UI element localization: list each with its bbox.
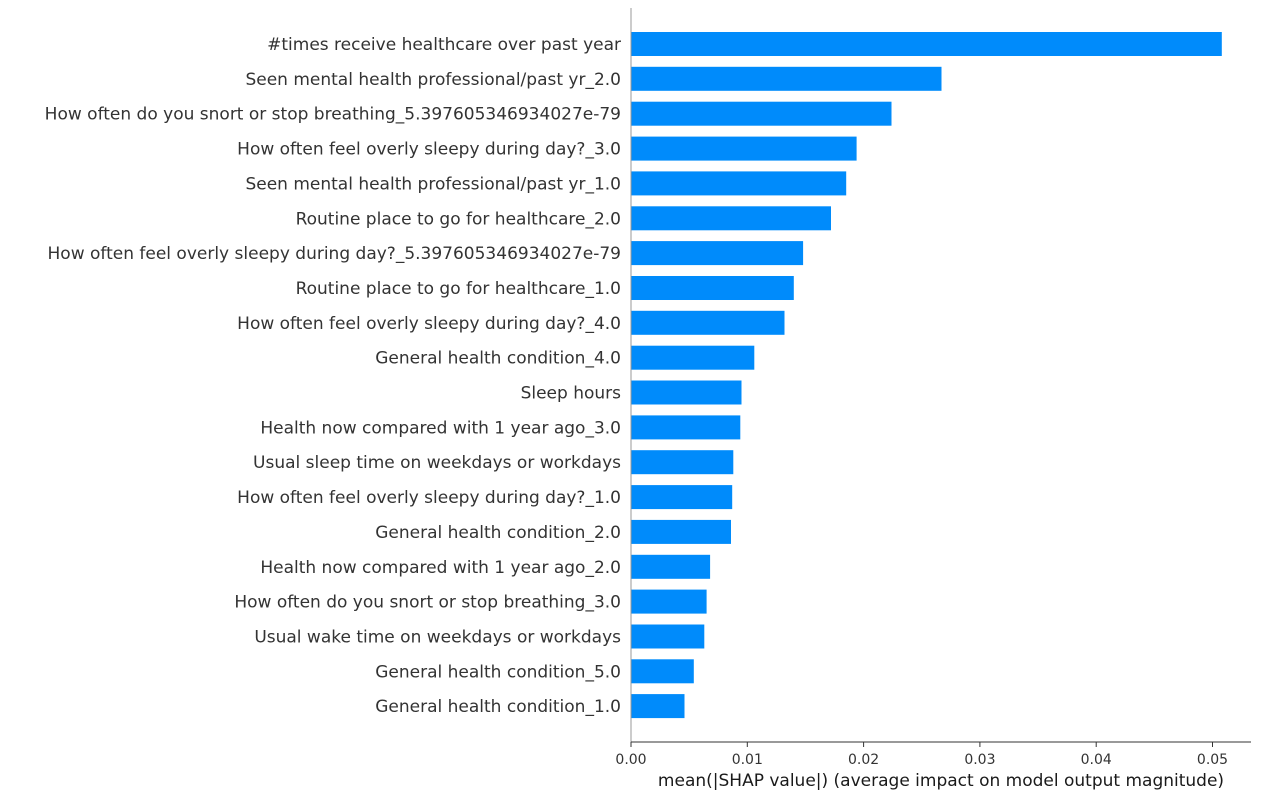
category-label: General health condition_1.0 (375, 697, 621, 717)
x-tick-label: 0.02 (848, 752, 879, 768)
category-label: General health condition_2.0 (375, 523, 621, 543)
bar (631, 345, 755, 370)
bars-layer (631, 32, 1222, 719)
category-label: How often feel overly sleepy during day?… (237, 140, 621, 160)
bar (631, 554, 711, 579)
bar (631, 450, 734, 475)
category-label: Usual sleep time on weekdays or workdays (253, 453, 621, 473)
category-label: Usual wake time on weekdays or workdays (254, 628, 621, 648)
bar (631, 589, 707, 614)
bar (631, 66, 942, 91)
bar (631, 659, 694, 684)
category-label: General health condition_4.0 (375, 349, 621, 369)
x-tick-label: 0.05 (1197, 752, 1228, 768)
category-label: Seen mental health professional/past yr_… (245, 70, 621, 90)
bar (631, 276, 794, 300)
bar (631, 624, 705, 649)
bar (631, 310, 785, 335)
bar (631, 485, 733, 510)
category-label: How often do you snort or stop breathing… (45, 105, 621, 125)
category-label: Health now compared with 1 year ago_2.0 (260, 558, 621, 578)
bar (631, 206, 831, 231)
category-label: Sleep hours (521, 384, 622, 404)
category-labels: #times receive healthcare over past year… (45, 35, 621, 717)
bar (631, 519, 731, 544)
bar (631, 171, 847, 196)
x-axis-ticks: 0.00 0.01 0.02 0.03 0.04 0.05 (615, 742, 1228, 768)
bar (631, 694, 685, 719)
category-label: Health now compared with 1 year ago_3.0 (260, 418, 621, 438)
bar (631, 136, 857, 161)
category-label: How often feel overly sleepy during day?… (237, 314, 621, 334)
category-label: Routine place to go for healthcare_2.0 (296, 209, 621, 229)
category-label: Routine place to go for healthcare_1.0 (296, 279, 621, 299)
bar (631, 241, 804, 266)
x-axis-title: mean(|SHAP value|) (average impact on mo… (658, 771, 1224, 791)
bar (631, 415, 741, 440)
category-label: How often feel overly sleepy during day?… (48, 244, 621, 264)
category-label: #times receive healthcare over past year (267, 35, 621, 55)
category-label: General health condition_5.0 (375, 662, 621, 682)
category-label: How often feel overly sleepy during day?… (237, 488, 621, 508)
bar (631, 380, 742, 405)
x-tick-label: 0.04 (1081, 752, 1112, 768)
bar (631, 101, 892, 126)
x-tick-label: 0.00 (615, 752, 646, 768)
x-tick-label: 0.03 (964, 752, 995, 768)
category-label: Seen mental health professional/past yr_… (245, 174, 621, 194)
category-label: How often do you snort or stop breathing… (234, 593, 621, 613)
x-tick-label: 0.01 (732, 752, 763, 768)
bar (631, 32, 1222, 56)
